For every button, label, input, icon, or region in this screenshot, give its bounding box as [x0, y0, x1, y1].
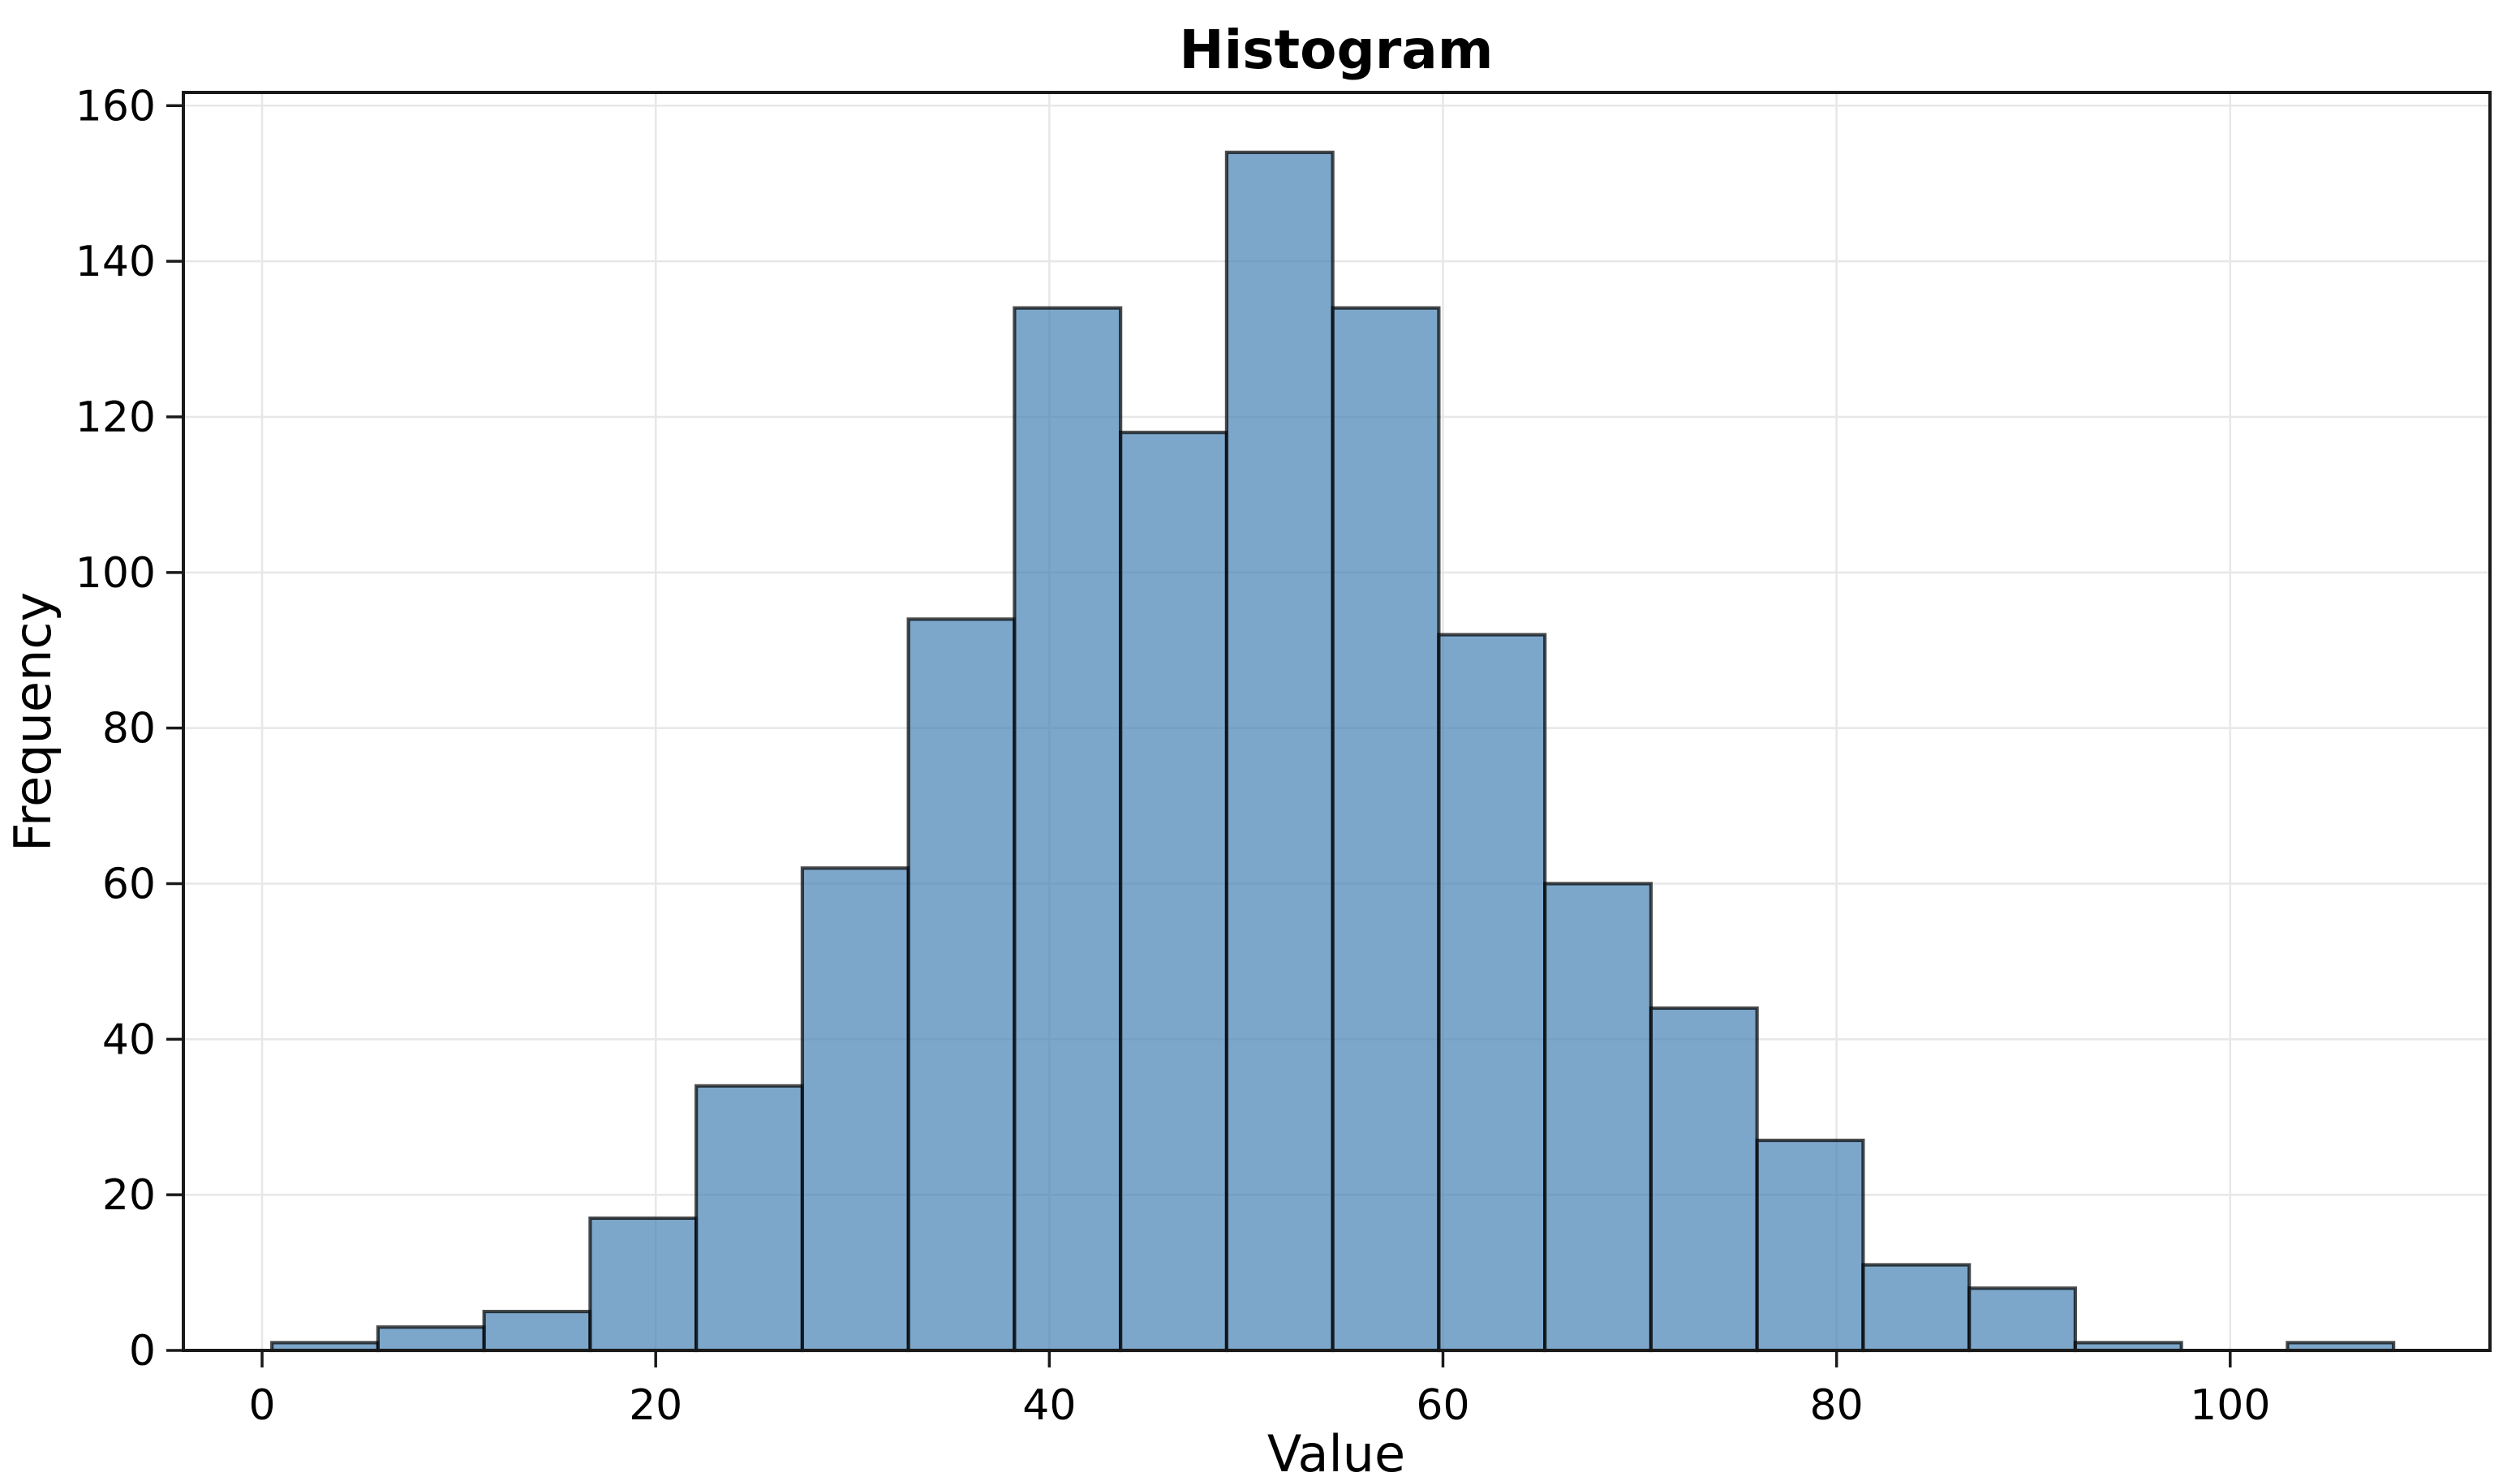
histogram-bar	[1861, 1263, 1972, 1353]
y-tick-label: 160	[75, 82, 156, 131]
y-tick-label: 20	[102, 1171, 156, 1220]
y-tick-label: 140	[75, 238, 156, 286]
x-tick-label: 20	[629, 1381, 682, 1430]
x-tick-label: 80	[1810, 1381, 1864, 1430]
x-tick-label: 60	[1416, 1381, 1469, 1430]
histogram-bar	[906, 617, 1017, 1353]
histogram-bar	[1967, 1286, 2077, 1353]
histogram-bar	[1649, 1006, 1759, 1353]
histogram-bar	[1331, 306, 1441, 1353]
histogram-bar	[1013, 306, 1123, 1353]
x-tick-label: 40	[1022, 1381, 1076, 1430]
y-tick-labels: 0 20 40 60 80 100 120 140 160	[75, 82, 156, 1376]
x-tick-label: 0	[248, 1381, 275, 1430]
x-tick-labels: 0 20 40 60 80 100	[248, 1381, 2270, 1430]
y-axis-label: Frequency	[3, 592, 62, 852]
histogram-bar	[482, 1309, 592, 1353]
histogram-bar	[800, 866, 910, 1353]
histogram-bar	[588, 1216, 699, 1353]
y-tick-label: 80	[102, 705, 156, 753]
y-tick-label: 40	[102, 1015, 156, 1064]
plot-frame	[182, 91, 2492, 1352]
histogram-bar	[1119, 431, 1228, 1353]
y-tick-label: 0	[129, 1327, 156, 1376]
histogram-bar	[376, 1325, 486, 1353]
y-tick-label: 60	[102, 860, 156, 908]
histogram-bar	[1755, 1138, 1865, 1353]
histogram-bars	[270, 150, 2396, 1353]
histogram-bar	[695, 1084, 805, 1353]
x-axis-ticks	[260, 1350, 2232, 1367]
y-tick-label: 120	[75, 393, 156, 442]
x-tick-label: 100	[2190, 1381, 2270, 1430]
histogram-bar	[1543, 882, 1653, 1353]
y-tick-label: 100	[75, 549, 156, 598]
histogram-bar	[1224, 150, 1335, 1353]
x-axis-label: Value	[1267, 1424, 1405, 1481]
histogram-bar	[1437, 633, 1547, 1353]
y-axis-ticks	[166, 104, 183, 1352]
chart-title: Histogram	[1179, 19, 1493, 81]
